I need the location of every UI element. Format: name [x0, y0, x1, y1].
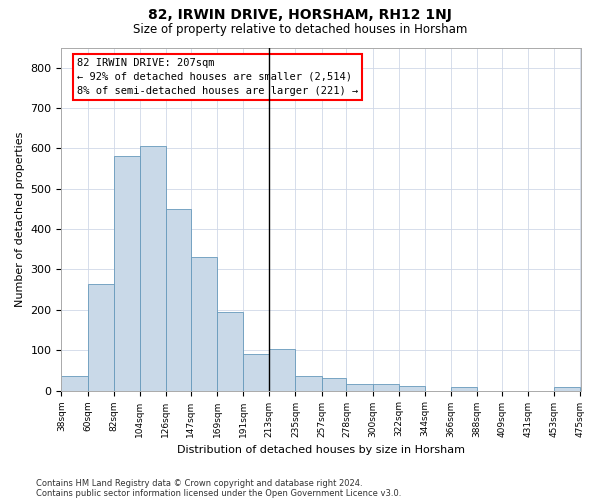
Bar [322, 378, 346, 390]
Bar [346, 384, 373, 390]
Bar [113, 156, 140, 390]
Bar [451, 388, 477, 390]
Bar [191, 258, 217, 390]
Bar [295, 376, 322, 390]
X-axis label: Distribution of detached houses by size in Horsham: Distribution of detached houses by size … [177, 445, 465, 455]
Bar [217, 312, 243, 390]
Bar [399, 386, 425, 390]
Text: Size of property relative to detached houses in Horsham: Size of property relative to detached ho… [133, 22, 467, 36]
Bar [166, 209, 191, 390]
Text: Contains HM Land Registry data © Crown copyright and database right 2024.: Contains HM Land Registry data © Crown c… [36, 478, 362, 488]
Bar [61, 376, 88, 390]
Bar [554, 388, 580, 390]
Text: 82 IRWIN DRIVE: 207sqm
← 92% of detached houses are smaller (2,514)
8% of semi-d: 82 IRWIN DRIVE: 207sqm ← 92% of detached… [77, 58, 358, 96]
Bar [140, 146, 166, 390]
Bar [88, 284, 113, 391]
Bar [269, 349, 295, 391]
Text: 82, IRWIN DRIVE, HORSHAM, RH12 1NJ: 82, IRWIN DRIVE, HORSHAM, RH12 1NJ [148, 8, 452, 22]
Text: Contains public sector information licensed under the Open Government Licence v3: Contains public sector information licen… [36, 488, 401, 498]
Y-axis label: Number of detached properties: Number of detached properties [15, 132, 25, 306]
Bar [373, 384, 399, 390]
Bar [243, 354, 269, 391]
